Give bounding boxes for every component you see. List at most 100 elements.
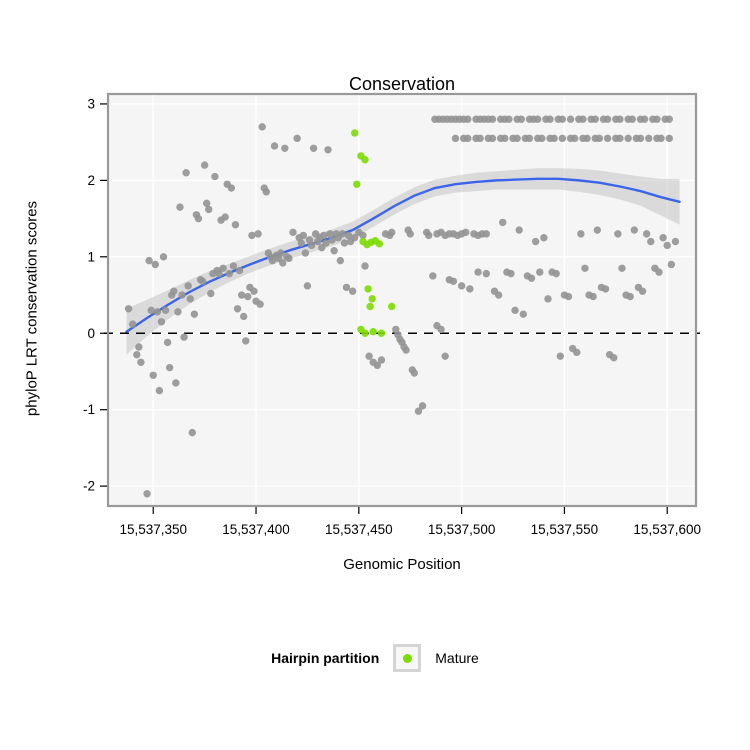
x-tick-label: 15,537,450 xyxy=(325,522,393,537)
conservation-scores-point xyxy=(645,134,653,143)
conservation-scores-point xyxy=(289,228,297,237)
conservation-scores-point xyxy=(207,289,215,298)
conservation-scores-point xyxy=(293,134,301,143)
conservation-scores-point xyxy=(324,146,332,154)
conservation-scores-point xyxy=(647,237,655,246)
conservation-scores-point xyxy=(221,213,229,221)
conservation-scores-point xyxy=(589,292,597,301)
conservation-scores-point xyxy=(303,282,312,290)
conservation-scores-point xyxy=(330,246,338,255)
conservation-scores-point xyxy=(242,337,250,345)
conservation-scores-point xyxy=(239,312,248,321)
y-tick-label: 0 xyxy=(87,326,95,341)
conservation-scores-point xyxy=(476,134,484,143)
conservation-scores-point xyxy=(186,295,194,303)
conservation-scores-point xyxy=(441,352,449,360)
mature-points xyxy=(351,129,396,337)
conservation-scores-point xyxy=(511,306,519,315)
conservation-scores-point xyxy=(616,134,624,143)
conservation-scores-point xyxy=(630,226,639,234)
mature-point xyxy=(361,156,369,164)
conservation-scores-point xyxy=(124,305,133,313)
conservation-scores-point xyxy=(642,230,651,238)
y-tick-label: 2 xyxy=(87,173,95,188)
conservation-scores-point xyxy=(583,134,591,143)
conservation-scores-point xyxy=(429,272,437,280)
conservation-scores-point xyxy=(519,310,528,318)
conservation-scores-point xyxy=(326,230,334,238)
conservation-scores-point xyxy=(544,295,552,303)
conservation-scores-point xyxy=(552,269,560,278)
conservation-scores-point xyxy=(593,226,602,234)
conservation-scores-point xyxy=(636,134,645,143)
conservation-scores-point xyxy=(603,115,612,123)
conservation-scores-point xyxy=(671,237,680,246)
conservation-scores-point xyxy=(418,402,427,410)
conservation-scores-point xyxy=(153,308,162,316)
conservation-scores-point xyxy=(285,254,293,263)
conservation-scores-point xyxy=(515,226,523,234)
conservation-scores-point xyxy=(531,237,540,246)
conservation-scores-point xyxy=(601,285,610,293)
conservation-scores-point xyxy=(414,407,423,415)
conservation-scores-point xyxy=(566,115,575,123)
conservation-scores-point xyxy=(437,325,445,334)
conservation-scores-point xyxy=(202,199,211,208)
conservation-scores-point xyxy=(270,142,279,150)
y-tick-label: 3 xyxy=(87,96,95,111)
conservation-scores-point xyxy=(638,287,647,295)
conservation-scores-point xyxy=(579,115,587,123)
y-tick-label: 1 xyxy=(87,249,95,264)
conservation-scores-point xyxy=(174,308,182,316)
conservation-scores-point xyxy=(462,228,470,237)
conservation-scores-point xyxy=(564,292,573,301)
y-axis-label: phyloP LRT conservation scores xyxy=(23,200,41,417)
conservation-scores-point xyxy=(235,266,244,275)
legend-title: Hairpin partition xyxy=(271,650,380,666)
conservation-scores-point xyxy=(163,338,172,347)
conservation-scores-point xyxy=(262,188,271,196)
conservation-scores-point xyxy=(143,490,151,498)
conservation-scores-point xyxy=(466,285,474,293)
mature-point-icon xyxy=(402,653,412,663)
conservation-scores-point xyxy=(194,214,203,223)
conservation-scores-point xyxy=(624,134,632,143)
conservation-scores-point xyxy=(149,371,157,379)
conservation-scores-point xyxy=(653,115,661,123)
conservation-scores-point xyxy=(198,277,207,285)
conservation-scores-point xyxy=(657,134,665,143)
conservation-scores-point xyxy=(147,306,155,315)
conservation-scores-point xyxy=(482,269,490,278)
conservation-scores-point xyxy=(237,291,246,299)
conservation-scores-point xyxy=(276,249,285,257)
conservation-scores-point xyxy=(640,115,649,123)
conservation-scores-point xyxy=(170,287,178,295)
conservation-scores-point xyxy=(225,269,234,278)
conservation-scores-point xyxy=(494,291,503,299)
conservation-scores-point xyxy=(128,320,137,328)
x-tick-label: 15,537,500 xyxy=(428,522,496,537)
conservation-scores-point xyxy=(482,230,490,238)
conservation-scores-point xyxy=(659,234,667,242)
mature-point xyxy=(364,285,372,293)
conservation-scores-point xyxy=(377,356,386,364)
mature-point xyxy=(369,328,377,336)
conservation-scores-point xyxy=(365,352,373,360)
legend-item-label: Mature xyxy=(435,650,479,666)
conservation-scores-point xyxy=(451,134,460,143)
legend-key-box xyxy=(393,644,422,672)
conservation-scores-point xyxy=(595,134,604,143)
mature-point xyxy=(361,329,369,337)
conservation-scores-point xyxy=(488,134,497,143)
conservation-scores-point xyxy=(190,310,199,318)
conservation-scores-point xyxy=(157,318,166,326)
conservation-scores-point xyxy=(178,291,186,299)
conservation-scores-point xyxy=(373,361,382,370)
conservation-scores-point xyxy=(525,134,534,143)
conservation-scores-point xyxy=(250,287,258,295)
conservation-scores-point xyxy=(628,115,636,123)
conservation-scores-point xyxy=(474,268,482,276)
conservation-scores-point xyxy=(610,354,618,362)
conservation-scores-point xyxy=(501,134,509,143)
conservation-scores-point xyxy=(135,343,143,351)
